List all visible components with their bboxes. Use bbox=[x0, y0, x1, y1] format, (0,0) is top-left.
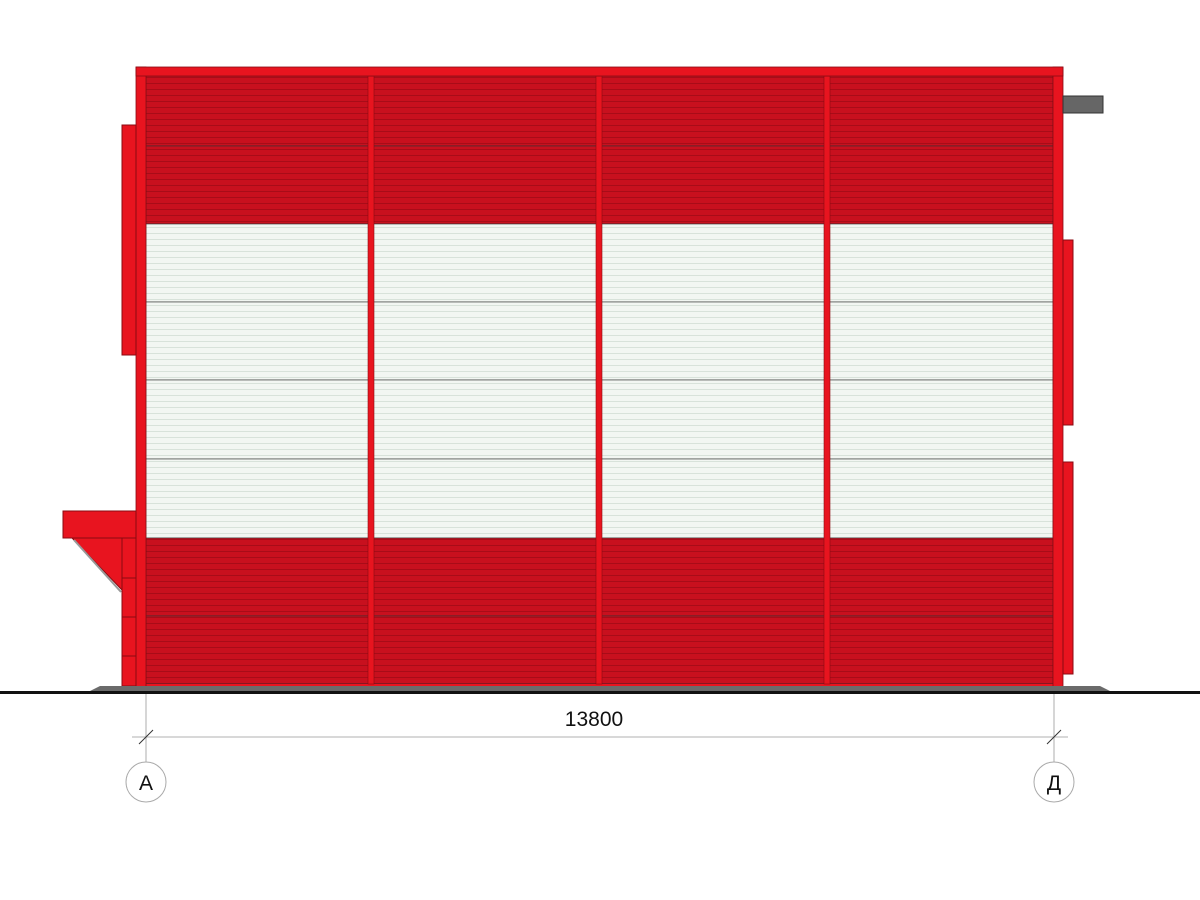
mullion bbox=[823, 75, 831, 685]
left-column-segment bbox=[121, 537, 137, 579]
wall-panel-white bbox=[598, 379, 828, 460]
wall-panel-red bbox=[598, 75, 828, 147]
left-column-segment bbox=[121, 616, 137, 657]
wall-panel-red bbox=[598, 537, 828, 617]
left-column-segment bbox=[121, 655, 137, 687]
left-corner-column bbox=[135, 66, 147, 688]
wall-panel-white bbox=[145, 301, 372, 381]
dimension-tick bbox=[138, 729, 154, 745]
canopy-brace bbox=[73, 539, 122, 593]
right-side-strip bbox=[1062, 239, 1074, 426]
wall-panel-red bbox=[145, 537, 372, 617]
wall-panel-red bbox=[145, 145, 372, 225]
mullion bbox=[595, 75, 603, 685]
roof-parapet bbox=[135, 66, 1064, 77]
wall-panel-red bbox=[598, 145, 828, 225]
wall-panels bbox=[135, 66, 1064, 688]
axis-marker-a bbox=[125, 761, 167, 803]
wall-panel-white bbox=[370, 379, 600, 460]
wall-panel-white bbox=[370, 223, 600, 303]
plinth bbox=[88, 686, 1112, 692]
wall-panel-white bbox=[598, 301, 828, 381]
wall-panel-white bbox=[370, 301, 600, 381]
wall-panel-white bbox=[826, 458, 1054, 539]
mullion bbox=[367, 75, 375, 685]
wall-panel-white bbox=[826, 223, 1054, 303]
wall-panel-white bbox=[145, 458, 372, 539]
wall-panel-red bbox=[826, 75, 1054, 147]
wall-panel-red bbox=[826, 537, 1054, 617]
wall-panel-white bbox=[145, 379, 372, 460]
left-side-strip bbox=[121, 124, 137, 356]
right-corner-column bbox=[1052, 66, 1064, 688]
wall-panel-red bbox=[826, 145, 1054, 225]
wall-panel-white bbox=[598, 223, 828, 303]
base-trim bbox=[136, 684, 1063, 687]
axis-label-d: Д bbox=[1047, 772, 1061, 795]
wall-panel-red bbox=[370, 145, 600, 225]
wall-panel-red bbox=[145, 75, 372, 147]
wall-panel-white bbox=[826, 301, 1054, 381]
wall-panel-red bbox=[598, 615, 828, 685]
wall-panel-red bbox=[370, 537, 600, 617]
axis-marker-d bbox=[1033, 761, 1075, 803]
wall-panel-red bbox=[826, 615, 1054, 685]
wall-panel-white bbox=[598, 458, 828, 539]
right-side-strip bbox=[1062, 461, 1074, 675]
wall-panel-white bbox=[826, 379, 1054, 460]
wall-panel-red bbox=[370, 75, 600, 147]
wall-panel-red bbox=[370, 615, 600, 685]
vent-pipe bbox=[1062, 95, 1104, 114]
left-column-segment bbox=[121, 577, 137, 618]
dimension-tick bbox=[1046, 729, 1062, 745]
dimension-label: 13800 bbox=[565, 708, 623, 731]
wall-panel-red bbox=[145, 615, 372, 685]
canopy bbox=[62, 510, 137, 539]
wall-panel-white bbox=[370, 458, 600, 539]
wall-panel-white bbox=[145, 223, 372, 303]
axis-label-a: А bbox=[139, 772, 153, 795]
